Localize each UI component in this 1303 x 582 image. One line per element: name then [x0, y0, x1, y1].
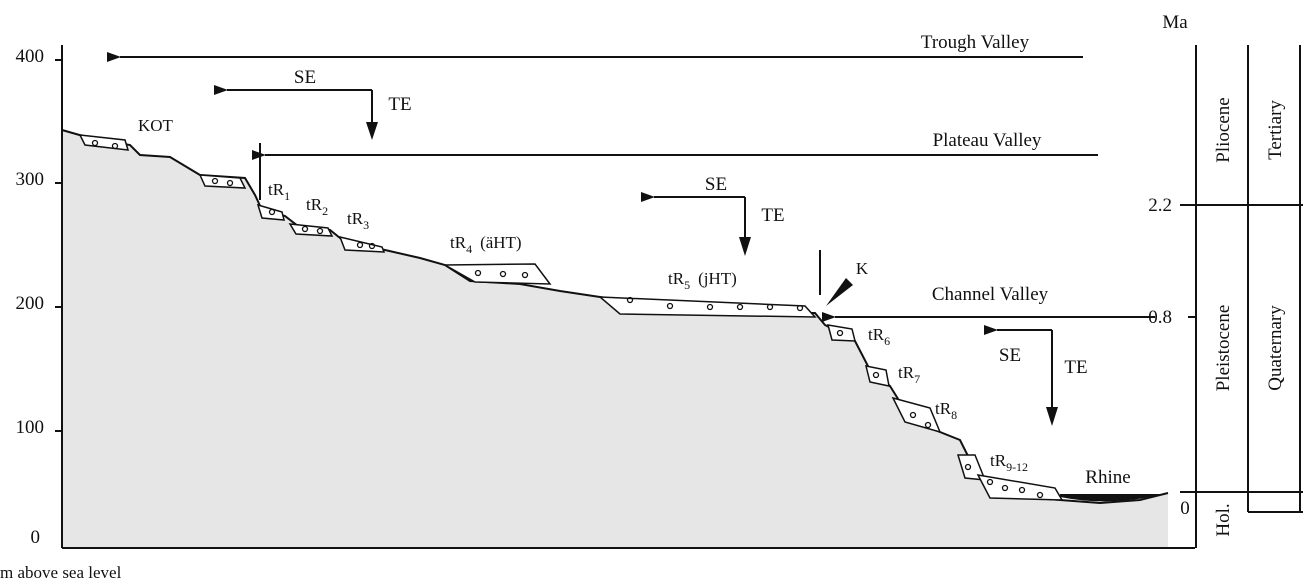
- te-head: [739, 237, 751, 256]
- se-label: SE: [999, 345, 1021, 366]
- se-label: SE: [294, 67, 316, 88]
- valley-label: Channel Valley: [932, 284, 1049, 305]
- terrace-label: tR1: [268, 180, 290, 203]
- terrace-name: tR: [935, 399, 952, 418]
- terrace-name: tR: [990, 451, 1007, 470]
- terrace-index: 7: [914, 372, 920, 386]
- terrace-label: KOT: [138, 116, 174, 135]
- cross-section: 400 300 200 100 0 m above sea level Trou…: [0, 0, 1303, 582]
- terrace-label: tR6: [868, 325, 890, 348]
- terrace-name: tR: [668, 269, 685, 288]
- y-label: 0: [31, 527, 41, 548]
- te-label: TE: [1064, 357, 1087, 378]
- terrace-label: tR9-12: [990, 451, 1028, 474]
- epoch: Pliocene: [1213, 97, 1234, 162]
- terrace-label: tR8: [935, 399, 957, 422]
- te-head: [366, 122, 378, 140]
- terrace-index: 3: [363, 218, 369, 232]
- valley-label: Trough Valley: [921, 32, 1030, 53]
- terrace-name: tR: [450, 233, 467, 252]
- terrace-label: tR2: [306, 195, 328, 218]
- terrace-label: tR4 (äHT): [450, 233, 522, 256]
- te-head: [1046, 407, 1058, 426]
- epoch: Hol.: [1213, 503, 1234, 536]
- terrace-note: (jHT): [698, 269, 737, 288]
- time-tick: 0: [1180, 498, 1190, 519]
- y-label: 300: [16, 169, 45, 190]
- deposit: [290, 224, 332, 236]
- terrace-name: tR: [898, 363, 915, 382]
- terrace-name: tR: [868, 325, 885, 344]
- te-label: TE: [388, 94, 411, 115]
- time-tick: 2.2: [1148, 195, 1172, 216]
- terrace-label: tR3: [347, 209, 369, 232]
- terrace-index: 4: [466, 242, 472, 256]
- y-label: 100: [16, 417, 45, 438]
- terrace-name: tR: [347, 209, 364, 228]
- y-label: 400: [16, 46, 45, 67]
- y-axis-title: m above sea level: [0, 563, 122, 582]
- deposit: [258, 205, 284, 220]
- terrace-index: 1: [284, 189, 290, 203]
- epoch: Pleistocene: [1213, 305, 1234, 392]
- k-label: K: [856, 259, 869, 278]
- terrace-note: (äHT): [480, 233, 522, 252]
- deposit: [978, 475, 1062, 500]
- terrace-index: 6: [884, 334, 890, 348]
- period: Tertiary: [1265, 100, 1286, 160]
- deposit: [828, 325, 855, 341]
- terrace-name: tR: [306, 195, 323, 214]
- se-label: SE: [705, 174, 727, 195]
- terrace-name: tR: [268, 180, 285, 199]
- timescale-unit: Ma: [1162, 12, 1188, 33]
- terrace-name: KOT: [138, 116, 174, 135]
- time-tick: 0.8: [1148, 307, 1172, 328]
- river-label: Rhine: [1085, 467, 1130, 488]
- terrace-index: 9-12: [1006, 460, 1028, 474]
- y-label: 200: [16, 293, 45, 314]
- terrace-label: tR5 (jHT): [668, 269, 737, 292]
- k-arrow: [826, 278, 853, 306]
- period: Quaternary: [1265, 305, 1286, 391]
- terrace-label: tR7: [898, 363, 920, 386]
- te-label: TE: [761, 205, 784, 226]
- terrace-index: 8: [951, 408, 957, 422]
- valley-label: Plateau Valley: [933, 130, 1042, 151]
- terrace-index: 2: [322, 204, 328, 218]
- y-ticks: [55, 60, 62, 431]
- terrace-index: 5: [684, 278, 690, 292]
